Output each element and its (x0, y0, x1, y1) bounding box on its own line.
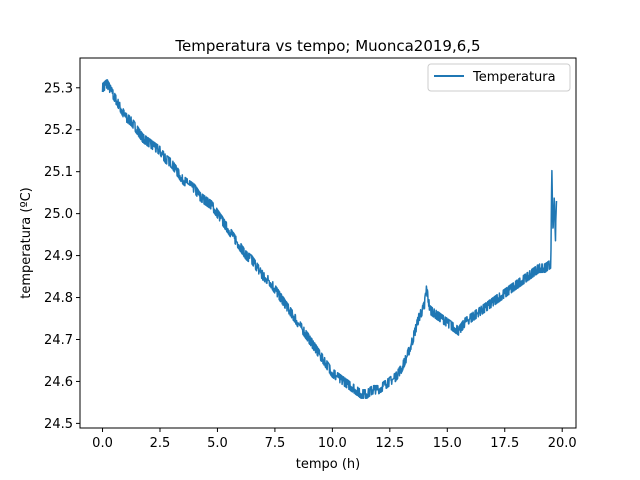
legend-frame (427, 63, 571, 92)
y-tick-label: 25.1 (44, 165, 73, 180)
x-tick-label: 17.5 (490, 436, 519, 451)
y-tick-label: 24.7 (44, 333, 73, 348)
y-tick-label: 25.2 (44, 123, 73, 138)
chart-title: Temperatura vs tempo; Muonca2019,6,5 (174, 37, 480, 55)
series-line-temperatura (101, 79, 558, 399)
y-tick-label: 24.8 (44, 291, 73, 306)
y-tick-label: 24.6 (44, 375, 73, 390)
x-tick-label: 7.5 (265, 436, 286, 451)
y-tick-label: 25.0 (44, 207, 73, 222)
x-tick-label: 20.0 (548, 436, 577, 451)
plot-lines (101, 79, 558, 399)
x-tick-label: 2.5 (150, 436, 171, 451)
x-tick-label: 0.0 (92, 436, 113, 451)
x-axis-label: tempo (h) (296, 457, 360, 472)
x-tick-label: 12.5 (375, 436, 404, 451)
y-tick-label: 24.5 (44, 417, 73, 432)
y-axis-ticks: 24.5 24.6 24.7 24.8 24.9 25.0 25.1 25.2 25.3 (44, 81, 80, 432)
x-axis-ticks: 0.0 2.5 5.0 7.5 10.0 12.5 15.0 17.5 20.0 (92, 428, 577, 451)
legend: Temperatura (427, 63, 571, 92)
y-axis-label: temperatura (ºC) (19, 187, 34, 298)
x-tick-label: 15.0 (433, 436, 462, 451)
y-tick-label: 25.3 (44, 81, 73, 96)
y-tick-label: 24.9 (44, 249, 73, 264)
x-tick-label: 10.0 (318, 436, 347, 451)
x-tick-label: 5.0 (207, 436, 228, 451)
plot-frame (79, 57, 577, 429)
legend-label-temperatura: Temperatura (472, 70, 556, 85)
